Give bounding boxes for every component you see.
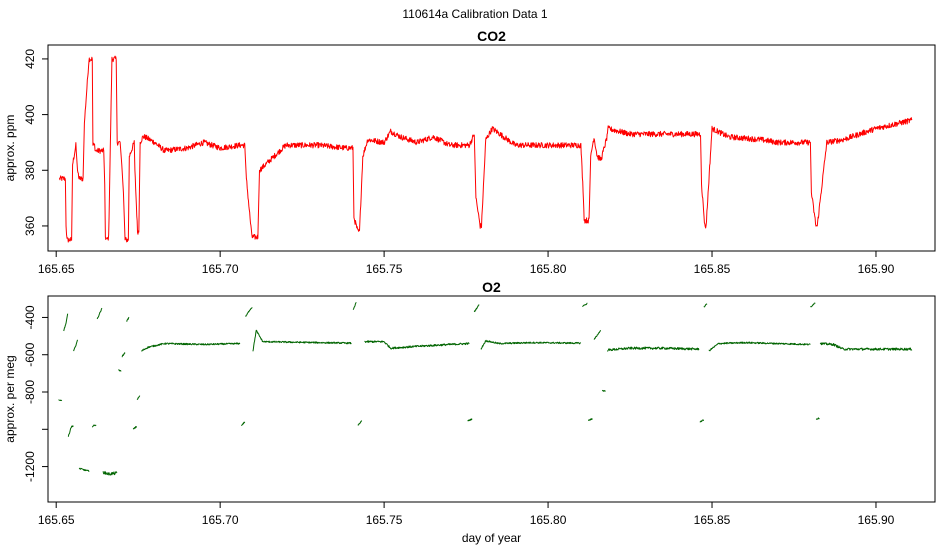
x-tick-label: 165.85 bbox=[694, 262, 731, 276]
series-line-o2-13 bbox=[141, 342, 241, 352]
series-line-o2-20 bbox=[467, 418, 473, 422]
y-tick-label: -400 bbox=[23, 305, 37, 329]
y-tick-label: 380 bbox=[23, 160, 37, 180]
series-line-o2-32 bbox=[815, 417, 820, 420]
series-line-o2-17 bbox=[352, 302, 357, 310]
series-line-o2-6 bbox=[96, 307, 103, 320]
y-tick-label: -1200 bbox=[23, 451, 37, 482]
x-tick-label: 165.75 bbox=[366, 513, 403, 527]
series-line-co2-0 bbox=[58, 55, 913, 243]
y-axis-label: approx. per meg bbox=[3, 355, 17, 442]
series-line-o2-28 bbox=[699, 419, 705, 423]
series-line-o2-3 bbox=[73, 339, 78, 352]
series-line-o2-33 bbox=[819, 342, 913, 351]
series-line-o2-7 bbox=[102, 470, 118, 476]
series-line-o2-25 bbox=[593, 330, 601, 340]
series-line-o2-27 bbox=[606, 346, 700, 352]
y-tick-label: 400 bbox=[23, 104, 37, 124]
series-line-o2-8 bbox=[118, 369, 122, 372]
x-tick-label: 165.80 bbox=[530, 262, 567, 276]
plot-frame-o2 bbox=[47, 295, 936, 503]
x-tick-label: 165.65 bbox=[38, 513, 75, 527]
series-line-o2-2 bbox=[67, 425, 74, 437]
panel-title-o2: O2 bbox=[482, 279, 501, 295]
x-tick-label: 165.75 bbox=[366, 262, 403, 276]
series-line-o2-4 bbox=[78, 467, 90, 473]
series-line-o2-9 bbox=[121, 352, 126, 358]
series-line-o2-18 bbox=[357, 420, 363, 426]
y-axis-label: approx. ppm bbox=[3, 115, 17, 182]
x-tick-label: 165.90 bbox=[858, 262, 895, 276]
x-tick-label: 165.70 bbox=[202, 262, 239, 276]
panel-title-co2: CO2 bbox=[477, 28, 506, 44]
series-line-o2-31 bbox=[810, 302, 816, 308]
series-line-o2-23 bbox=[582, 302, 588, 308]
series-line-o2-29 bbox=[703, 303, 708, 308]
series-line-o2-30 bbox=[708, 341, 811, 352]
series-line-o2-10 bbox=[126, 316, 130, 322]
x-axis-label: day of year bbox=[462, 531, 521, 545]
x-tick-label: 165.85 bbox=[694, 513, 731, 527]
series-line-o2-16 bbox=[252, 329, 352, 352]
series-line-o2-26 bbox=[601, 389, 606, 392]
x-tick-label: 165.90 bbox=[858, 513, 895, 527]
series-line-o2-19 bbox=[364, 340, 470, 350]
series-line-o2-14 bbox=[241, 421, 246, 426]
series-line-o2-1 bbox=[63, 313, 69, 332]
series-line-o2-5 bbox=[91, 424, 97, 428]
page-title: 110614a Calibration Data 1 bbox=[402, 7, 548, 21]
series-line-o2-15 bbox=[245, 307, 253, 317]
y-tick-label: -600 bbox=[23, 342, 37, 366]
series-line-o2-24 bbox=[587, 418, 593, 421]
x-tick-label: 165.65 bbox=[38, 262, 75, 276]
x-tick-label: 165.80 bbox=[530, 513, 567, 527]
y-tick-label: 360 bbox=[23, 216, 37, 236]
y-tick-label: -800 bbox=[23, 380, 37, 404]
series-line-o2-11 bbox=[132, 426, 138, 430]
x-tick-label: 165.70 bbox=[202, 513, 239, 527]
series-line-o2-22 bbox=[480, 339, 582, 350]
plot-frame-co2 bbox=[47, 44, 936, 252]
series-line-o2-0 bbox=[58, 399, 63, 402]
y-tick-label: 420 bbox=[23, 49, 37, 69]
series-line-o2-12 bbox=[136, 395, 141, 400]
series-line-o2-21 bbox=[473, 304, 480, 313]
